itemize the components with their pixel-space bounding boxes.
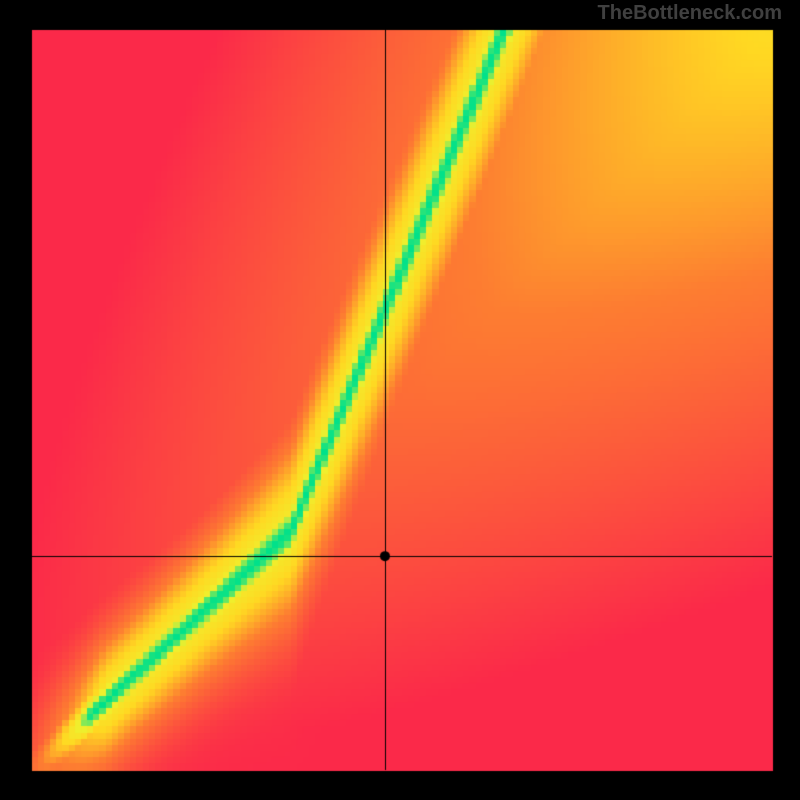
watermark-text: TheBottleneck.com — [598, 2, 782, 25]
bottleneck-heatmap — [0, 0, 800, 800]
chart-container: TheBottleneck.com — [0, 0, 800, 800]
